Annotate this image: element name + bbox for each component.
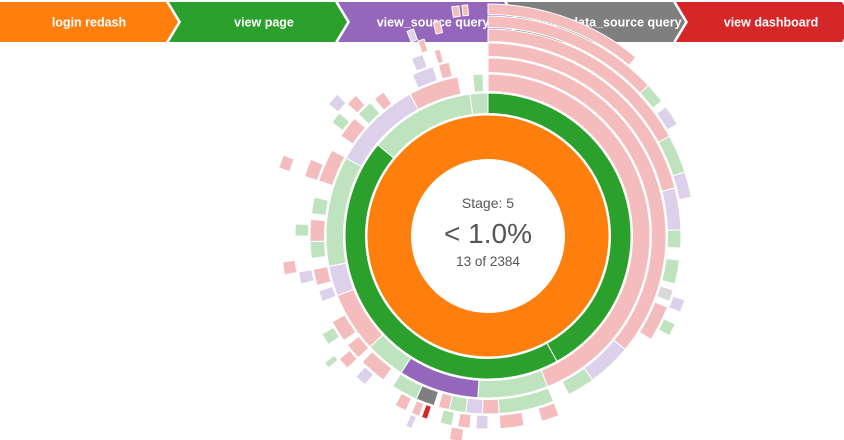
sunburst-arc[interactable] xyxy=(561,367,594,396)
sunburst-arc[interactable] xyxy=(469,92,489,116)
sunburst-arc[interactable] xyxy=(411,66,439,89)
sunburst-arc[interactable] xyxy=(432,20,444,35)
sunburst-arc[interactable] xyxy=(656,285,674,303)
sunburst-arc[interactable] xyxy=(405,413,418,430)
sunburst-center: Stage: 5 < 1.0% 13 of 2384 xyxy=(444,195,532,269)
sunburst-arc-highlighted[interactable] xyxy=(420,403,433,420)
center-percentage: < 1.0% xyxy=(444,218,532,249)
sunburst-arc[interactable] xyxy=(461,4,470,17)
sunburst-arc[interactable] xyxy=(537,402,560,422)
sunburst-arc[interactable] xyxy=(487,3,637,67)
sunburst-arc[interactable] xyxy=(639,84,663,109)
breadcrumb-step-shape xyxy=(676,2,844,42)
breadcrumb-step-label: login redash xyxy=(52,16,126,30)
sunburst-arc[interactable] xyxy=(451,5,461,18)
sunburst-arc[interactable] xyxy=(323,354,339,369)
sunburst-arc[interactable] xyxy=(406,28,419,43)
center-count: 13 of 2384 xyxy=(456,254,520,269)
sunburst-arc[interactable] xyxy=(668,295,686,313)
sunburst-arc[interactable] xyxy=(294,223,310,237)
center-stage-label: Stage: 5 xyxy=(462,195,514,211)
sunburst-arc[interactable] xyxy=(666,229,682,249)
sunburst-arc[interactable] xyxy=(661,257,681,285)
sunburst-arc[interactable] xyxy=(437,61,453,80)
sunburst-arc[interactable] xyxy=(465,397,484,415)
sunburst-arc[interactable] xyxy=(498,411,525,430)
breadcrumb-step-label: view page xyxy=(234,16,294,30)
sunburst-arc[interactable] xyxy=(410,400,425,417)
sunburst-arc[interactable] xyxy=(312,266,332,287)
sunburst-arc[interactable] xyxy=(655,105,679,131)
sunburst-arc[interactable] xyxy=(278,154,295,173)
sunburst-arc[interactable] xyxy=(355,366,375,386)
sunburst-arc[interactable] xyxy=(318,285,337,303)
sunburst-arc[interactable] xyxy=(297,269,315,285)
sunburst-arc[interactable] xyxy=(391,373,423,400)
sunburst-arc[interactable] xyxy=(361,350,393,381)
sunburst-arc[interactable] xyxy=(373,91,393,111)
sunburst-arc[interactable] xyxy=(346,94,366,114)
sunburst-arc[interactable] xyxy=(417,38,429,54)
sunburst-arc[interactable] xyxy=(321,326,341,346)
sunburst-arc[interactable] xyxy=(318,149,346,187)
sunburst-arc[interactable] xyxy=(327,93,347,113)
sunburst-arc[interactable] xyxy=(303,158,324,182)
sunburst-rings xyxy=(278,3,692,440)
sunburst-arc[interactable] xyxy=(309,218,326,243)
sunburst-arc[interactable] xyxy=(448,426,465,440)
sunburst-arc[interactable] xyxy=(638,301,669,341)
sunburst-arc[interactable] xyxy=(331,314,357,342)
sunburst-arc[interactable] xyxy=(657,318,676,337)
sunburst-arc[interactable] xyxy=(437,392,453,411)
sunburst-arc[interactable] xyxy=(340,117,367,145)
sunburst-arc[interactable] xyxy=(475,414,489,430)
sunburst-arc[interactable] xyxy=(439,409,455,427)
sunburst-arc[interactable] xyxy=(433,48,444,65)
breadcrumb-step-shape xyxy=(338,2,516,42)
sunburst-arc[interactable] xyxy=(457,412,472,429)
breadcrumb-step-shape xyxy=(169,2,347,42)
breadcrumb-step-shape xyxy=(0,2,178,42)
sunburst-arc[interactable] xyxy=(472,73,484,93)
breadcrumb-step-label: view dashboard xyxy=(724,16,818,30)
sunburst-arc[interactable] xyxy=(338,349,358,369)
sunburst-arc[interactable] xyxy=(409,76,462,111)
sunburst-arc[interactable] xyxy=(309,240,327,259)
breadcrumb-step: view dashboard xyxy=(676,2,844,42)
sunburst-arc[interactable] xyxy=(481,398,500,415)
sunburst-arc[interactable] xyxy=(310,196,330,217)
sunburst-arc[interactable] xyxy=(410,53,428,72)
sunburst-arc[interactable] xyxy=(282,259,298,276)
sunburst-arc[interactable] xyxy=(331,112,351,132)
breadcrumb-step: view page xyxy=(169,2,347,42)
sunburst-arc[interactable] xyxy=(672,171,692,201)
sunburst-arc-highlighted[interactable] xyxy=(366,114,610,358)
sunburst-arc[interactable] xyxy=(357,101,381,125)
sunburst-arc[interactable] xyxy=(394,392,413,412)
sunburst-arc[interactable] xyxy=(346,335,370,359)
breadcrumb-step: login redash xyxy=(0,2,178,42)
